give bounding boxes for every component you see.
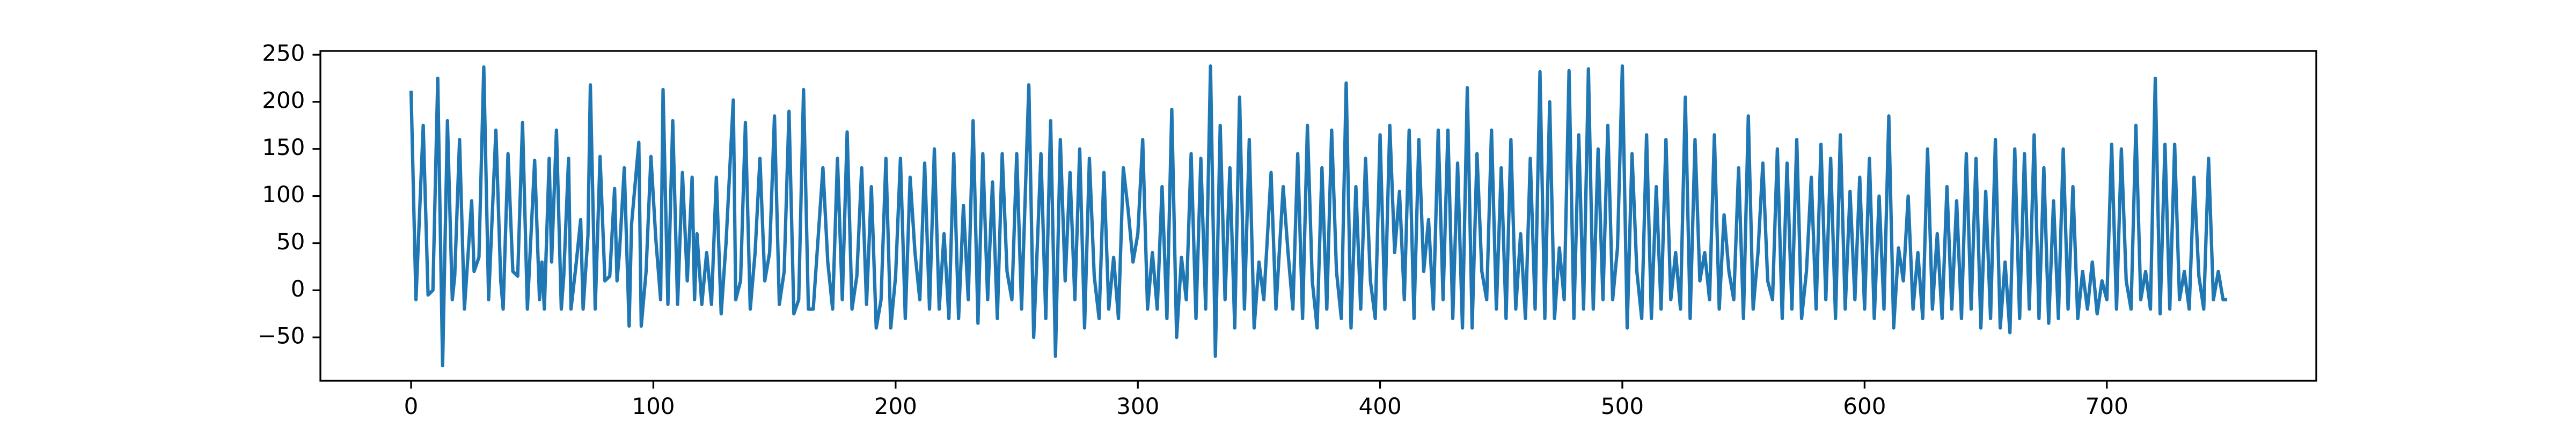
y-tick-label: 0 (291, 276, 305, 302)
x-tick-label: 500 (1601, 393, 1644, 419)
x-tick-label: 400 (1359, 393, 1402, 419)
x-tick-label: 700 (2085, 393, 2128, 419)
y-tick-label: 100 (262, 181, 305, 208)
x-tick-label: 200 (874, 393, 917, 419)
axes-frame (319, 50, 2317, 382)
y-tick-label: −50 (258, 323, 305, 349)
y-tick-label: 200 (262, 87, 305, 113)
x-tick-label: 600 (1843, 393, 1886, 419)
x-tick-label: 300 (1116, 393, 1159, 419)
y-tick-label: 250 (262, 40, 305, 66)
x-tick-label: 100 (632, 393, 675, 419)
y-tick-label: 50 (276, 228, 305, 255)
y-tick-label: 150 (262, 134, 305, 160)
x-tick-label: 0 (404, 393, 419, 419)
data-line (409, 64, 2228, 368)
